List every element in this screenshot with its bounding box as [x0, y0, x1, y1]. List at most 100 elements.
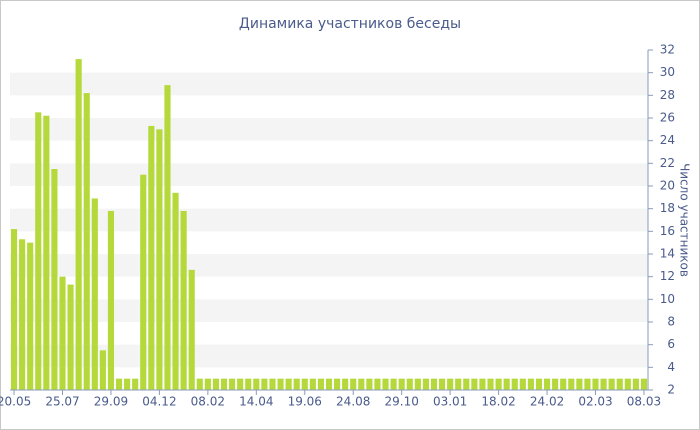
bar — [600, 378, 607, 390]
bar — [220, 378, 228, 390]
y-tick-label: 26 — [660, 111, 675, 125]
bar — [632, 378, 639, 390]
bar — [519, 378, 526, 390]
bar — [616, 378, 623, 390]
bar — [277, 378, 284, 390]
x-tick-label: 25.07 — [45, 395, 79, 409]
x-tick-label: 29.10 — [385, 395, 419, 409]
bar — [560, 378, 567, 390]
grid-band — [10, 208, 648, 232]
chart-title: Динамика участников беседы — [239, 16, 461, 32]
bar — [124, 378, 131, 390]
y-tick-label: 16 — [660, 224, 675, 238]
x-tick-label: 29.09 — [94, 395, 128, 409]
bar — [471, 378, 478, 390]
bar — [75, 59, 82, 391]
bar — [156, 129, 163, 391]
y-tick-label: 18 — [660, 201, 675, 215]
bar — [140, 174, 147, 390]
y-tick-label: 30 — [660, 65, 675, 79]
bar — [148, 125, 155, 390]
grid-band — [10, 118, 648, 141]
x-tick-label: 08.02 — [191, 395, 225, 409]
bar — [107, 210, 115, 390]
bar — [422, 378, 429, 390]
bar — [59, 276, 66, 390]
bar — [358, 378, 365, 390]
grid-band — [10, 72, 648, 96]
bar — [463, 378, 470, 390]
bar — [390, 378, 397, 390]
y-tick-label: 22 — [660, 156, 675, 170]
bar — [196, 378, 203, 390]
grid-band — [10, 163, 648, 186]
bar — [350, 378, 357, 390]
bar — [237, 378, 244, 390]
y-tick-label: 6 — [667, 337, 675, 351]
grid-band — [10, 299, 648, 322]
bar — [35, 112, 42, 390]
bar — [366, 378, 373, 390]
bar — [334, 378, 341, 390]
bar — [51, 169, 58, 390]
bar — [325, 378, 333, 390]
bar — [261, 378, 268, 390]
y-axis-title: Число участников — [678, 163, 692, 277]
bar — [374, 378, 381, 390]
bar — [19, 239, 26, 390]
bar — [503, 378, 510, 390]
bar — [293, 378, 300, 390]
bar — [430, 378, 438, 390]
bar — [592, 378, 599, 390]
bar — [624, 378, 631, 390]
y-tick-label: 12 — [660, 269, 675, 283]
bar — [188, 269, 195, 390]
x-tick-label: 08.03 — [627, 395, 661, 409]
bar — [83, 93, 90, 391]
bar — [455, 378, 462, 390]
bar — [43, 115, 50, 390]
bar — [447, 378, 454, 390]
y-tick-label: 32 — [660, 43, 675, 57]
bar — [212, 378, 220, 390]
y-tick-label: 10 — [660, 292, 675, 306]
bar — [253, 378, 260, 390]
bar — [608, 378, 615, 390]
x-tick-label: 20.05 — [0, 395, 31, 409]
bar — [576, 378, 583, 390]
bar — [285, 378, 292, 390]
bar — [91, 198, 98, 390]
x-tick-label: 24.08 — [336, 395, 370, 409]
bar — [269, 378, 276, 390]
x-tick-label: 18.02 — [481, 395, 515, 409]
y-tick-label: 20 — [660, 179, 675, 193]
bar — [640, 378, 648, 390]
bar — [204, 378, 211, 390]
bar — [342, 378, 349, 390]
bar — [10, 229, 18, 390]
bar — [245, 378, 252, 390]
y-tick-label: 4 — [667, 360, 675, 374]
bar — [568, 378, 575, 390]
bar — [511, 378, 518, 390]
bar — [495, 378, 502, 390]
x-tick-label: 14.04 — [239, 395, 273, 409]
bar — [301, 378, 308, 390]
y-tick-label: 2 — [667, 383, 675, 397]
bar — [414, 378, 421, 390]
x-tick-label: 24.02 — [530, 395, 564, 409]
y-tick-label: 8 — [667, 315, 675, 329]
bar — [535, 378, 543, 390]
bar — [398, 378, 405, 390]
bar — [527, 378, 534, 390]
bar — [132, 378, 139, 390]
bar — [317, 378, 324, 390]
bar — [27, 242, 34, 390]
bar — [67, 284, 74, 390]
x-tick-label: 04.12 — [142, 395, 176, 409]
bar — [180, 210, 187, 390]
grid-band — [10, 254, 648, 277]
bar — [99, 350, 106, 390]
bar — [382, 378, 389, 390]
y-tick-label: 28 — [660, 88, 675, 102]
